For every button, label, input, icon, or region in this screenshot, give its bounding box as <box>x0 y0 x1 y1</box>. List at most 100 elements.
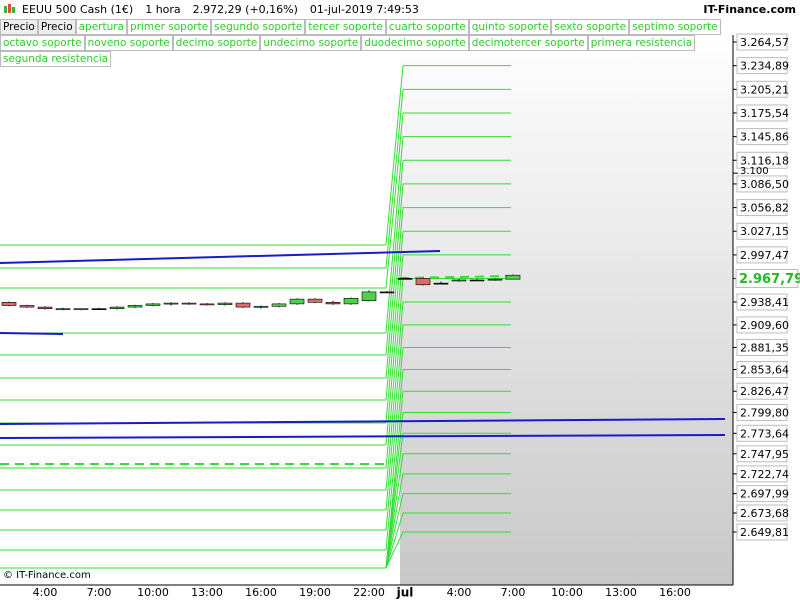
y-tick-label: 3.027,15 <box>740 225 789 238</box>
candle-body <box>505 274 521 280</box>
y-tick-box <box>736 424 788 442</box>
indicator-toggle[interactable]: primer soporte <box>127 19 212 35</box>
y-tick-label: 3.056,82 <box>740 202 789 215</box>
indicator-toggle[interactable]: duodecimo soporte <box>361 35 469 51</box>
y-tick-label: 2.853,64 <box>740 364 789 377</box>
candle-body <box>109 306 125 309</box>
copyright: © IT-Finance.com <box>3 570 91 581</box>
candle-body <box>343 298 359 305</box>
datetime: 01-jul-2019 7:49:53 <box>309 3 419 16</box>
indicator-toggle[interactable]: sexto soporte <box>551 19 630 35</box>
x-tick-label: 4:00 <box>447 586 472 599</box>
last-price-label: 2.967,79 <box>739 272 800 287</box>
indicator-toggle[interactable]: tercer soporte <box>305 19 386 35</box>
future-area <box>400 35 733 585</box>
x-tick-label: 16:00 <box>659 586 691 599</box>
symbol: EEUU 500 Cash (1€) <box>22 3 134 16</box>
candle-body <box>469 279 485 282</box>
level-connector <box>385 301 404 491</box>
y-tick-label: 2.938,41 <box>740 296 789 309</box>
level-connector <box>385 369 404 551</box>
y-tick-label: 3.264,57 <box>740 36 789 49</box>
indicator-toggle[interactable]: septimo soporte <box>629 19 721 35</box>
indicator-toggle[interactable]: segundo soporte <box>211 19 306 35</box>
level-connector <box>385 136 404 334</box>
trend-line <box>0 434 726 439</box>
y-tick-box <box>736 33 788 51</box>
icon <box>4 4 15 13</box>
x-tick-label: 4:00 <box>33 586 58 599</box>
y-tick-label: 2.826,47 <box>740 385 789 398</box>
x-tick-label: 13:00 <box>605 586 637 599</box>
y-tick-box <box>736 293 788 311</box>
y-tick-label: 3.086,50 <box>740 178 789 191</box>
candle-body <box>451 279 467 282</box>
last-price-box <box>735 269 799 289</box>
y-tick-label: 3.116,18 <box>740 154 789 167</box>
candle-body <box>235 302 251 308</box>
level-connector <box>385 112 404 289</box>
indicator-toggle[interactable]: apertura <box>75 19 128 35</box>
y-tick-label: 2.997,47 <box>740 249 789 262</box>
y-tick-label: 2.649,81 <box>740 526 789 539</box>
candle-body <box>37 306 53 309</box>
y-tick-box <box>736 382 788 400</box>
axis-mark-label: 3.100 <box>740 166 769 177</box>
x-tick-label: 7:00 <box>501 586 526 599</box>
y-tick-label: 2.909,60 <box>740 319 789 332</box>
y-tick-box <box>736 151 788 169</box>
y-tick-box <box>736 316 788 334</box>
candle-body <box>289 298 305 305</box>
candle-body <box>217 302 233 305</box>
indicator-toggle[interactable]: quinto soporte <box>468 19 552 35</box>
price-button[interactable]: Precio <box>37 19 76 35</box>
top-bar: EEUU 500 Cash (1€) 1 hora 2.972,29 (+0,1… <box>0 0 800 19</box>
candle-body <box>19 305 35 308</box>
legend: Precio Precio apertura primer soporte segund… <box>0 19 735 67</box>
y-tick-box <box>736 57 788 75</box>
indicator-toggle[interactable]: cuarto soporte <box>385 19 469 35</box>
level-connector <box>385 453 404 569</box>
candle-body <box>397 278 413 280</box>
y-tick-box <box>736 465 788 483</box>
price-button[interactable]: Precio <box>0 19 38 35</box>
indicator-toggle[interactable]: segunda resistencia <box>0 51 112 67</box>
level-connector <box>385 65 404 246</box>
candle-body <box>379 291 395 294</box>
indicator-toggle[interactable]: undecimo soporte <box>260 35 362 51</box>
y-tick-box <box>736 523 788 541</box>
level-connector <box>385 207 404 401</box>
indicator-toggle[interactable]: decimotercer soporte <box>468 35 588 51</box>
y-tick-box <box>736 199 788 217</box>
y-tick-label: 2.697,99 <box>740 488 789 501</box>
dashed-level <box>399 275 516 279</box>
y-tick-label: 2.881,35 <box>740 341 789 354</box>
candle-body <box>487 278 503 281</box>
x-tick-label: 19:00 <box>299 586 331 599</box>
y-tick-box <box>736 445 788 463</box>
level-connector <box>385 531 404 569</box>
y-tick-box <box>736 403 788 421</box>
candle-body <box>1 301 17 306</box>
level-connector <box>385 231 404 424</box>
y-tick-box <box>736 175 788 193</box>
y-tick-box <box>736 80 788 98</box>
candle-body <box>127 305 143 308</box>
y-tick-box <box>736 128 788 146</box>
candle-body <box>253 305 269 308</box>
indicator-toggle[interactable]: octavo soporte <box>0 35 85 51</box>
y-tick-label: 3.175,54 <box>740 107 789 120</box>
level-connector <box>385 473 404 569</box>
indicator-toggle[interactable]: primera resistencia <box>587 35 696 51</box>
candle-body <box>73 308 89 310</box>
indicator-toggle[interactable]: decimo soporte <box>172 35 261 51</box>
indicator-toggle[interactable]: noveno soporte <box>84 35 173 51</box>
level-connector <box>385 183 404 379</box>
candle-body <box>145 303 161 306</box>
candle-body <box>199 303 215 306</box>
y-tick-label: 2.747,95 <box>740 448 789 461</box>
candle-body <box>91 308 107 310</box>
candle-body <box>433 282 449 285</box>
